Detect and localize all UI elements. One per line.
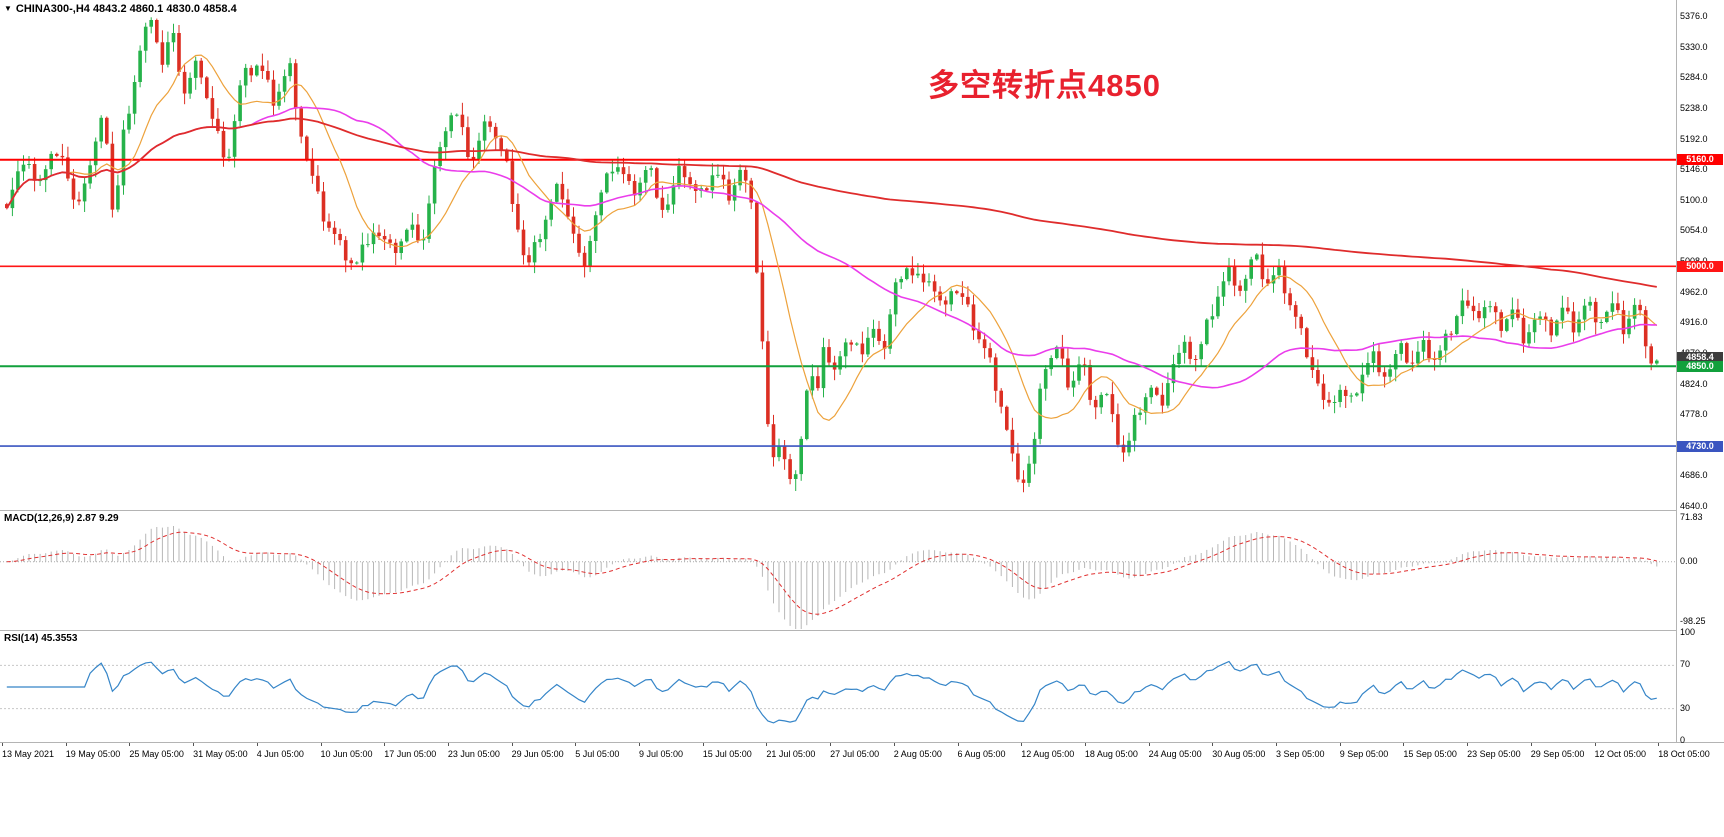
time-axis-label: 9 Jul 05:00 — [639, 749, 684, 759]
time-axis-tick-mark — [1658, 743, 1660, 746]
time-axis-label: 10 Jun 05:00 — [320, 749, 373, 759]
time-axis-label: 29 Jun 05:00 — [511, 749, 564, 759]
time-axis-tick-mark — [1339, 743, 1341, 746]
price-axis-tick: 5284.0 — [1680, 72, 1708, 83]
time-axis-tick-mark — [766, 743, 768, 746]
time-axis-tick-mark — [1594, 743, 1596, 746]
time-axis-label: 19 May 05:00 — [65, 749, 121, 759]
rsi-axis-tick: 70 — [1680, 659, 1691, 670]
price-axis-tick: 5146.0 — [1680, 164, 1708, 175]
time-axis-label: 18 Oct 05:00 — [1658, 749, 1710, 759]
time-axis-label: 12 Oct 05:00 — [1594, 749, 1647, 759]
macd-axis-tick: -98.25 — [1680, 615, 1706, 626]
time-axis-tick-mark — [830, 743, 832, 746]
time-axis-label: 15 Jul 05:00 — [702, 749, 752, 759]
current-price-tag: 4858.4 — [1677, 351, 1723, 363]
annotation-text: 多空转折点4850 — [928, 68, 1161, 103]
time-axis-label: 18 Aug 05:00 — [1084, 749, 1138, 759]
time-axis-tick-mark — [702, 743, 704, 746]
collapse-arrow-icon[interactable]: ▼ — [4, 4, 12, 13]
price-axis[interactable]: 5376.0 5330.0 5284.0 5238.0 5192.0 5146.0 5100… — [1676, 0, 1724, 745]
time-axis-label: 12 Aug 05:00 — [1021, 749, 1075, 759]
time-axis-tick-mark — [193, 743, 195, 746]
macd-chart-canvas[interactable] — [0, 511, 1676, 631]
time-axis-tick-mark — [1403, 743, 1405, 746]
time-axis-tick-mark — [65, 743, 67, 746]
rsi-axis-tick: 100 — [1680, 627, 1696, 637]
price-axis-tick: 5330.0 — [1680, 41, 1708, 52]
time-axis-tick-mark — [1148, 743, 1150, 746]
time-axis-label: 23 Jun 05:00 — [447, 749, 500, 759]
time-axis-tick-mark — [256, 743, 258, 746]
time-axis-tick-mark — [1276, 743, 1277, 746]
time-axis-tick-mark — [1530, 743, 1532, 746]
macd-pane[interactable]: MACD(12,26,9) 2.87 9.29 — [0, 510, 1676, 631]
time-axis-tick-mark — [957, 743, 959, 746]
price-axis-tick: 5238.0 — [1680, 102, 1708, 113]
time-axis-label: 30 Aug 05:00 — [1212, 749, 1266, 759]
time-axis-tick-mark — [1084, 743, 1086, 746]
time-axis-tick-mark — [639, 743, 640, 746]
time-axis-label: 15 Sep 05:00 — [1403, 749, 1457, 759]
hline-price-tag: 4730.0 — [1677, 440, 1723, 452]
price-axis-tick: 4824.0 — [1680, 378, 1708, 389]
rsi-indicator-label: RSI(14) 45.3553 — [4, 633, 78, 644]
time-axis-label: 24 Aug 05:00 — [1148, 749, 1202, 759]
price-chart-canvas[interactable] — [0, 0, 1676, 510]
time-axis-tick-mark — [384, 743, 386, 746]
rsi-axis-tick: 30 — [1680, 702, 1691, 713]
price-axis-tick: 5192.0 — [1680, 133, 1708, 144]
macd-indicator-label: MACD(12,26,9) 2.87 9.29 — [4, 513, 119, 524]
time-axis-tick-mark — [1021, 743, 1023, 746]
time-axis-tick-mark — [129, 743, 131, 746]
time-axis-label: 17 Jun 05:00 — [384, 749, 437, 759]
macd-axis-tick: 71.83 — [1680, 512, 1703, 522]
time-axis-label: 31 May 05:00 — [193, 749, 248, 759]
hline-price-tag: 5160.0 — [1677, 154, 1723, 166]
price-axis-tick: 4778.0 — [1680, 409, 1708, 420]
time-axis-label: 2 Aug 05:00 — [893, 749, 942, 759]
time-axis-tick-mark — [447, 743, 449, 746]
hline-price-tag: 5000.0 — [1677, 260, 1723, 272]
rsi-pane[interactable]: RSI(14) 45.3553 — [0, 630, 1676, 743]
time-axis-tick-mark — [320, 743, 322, 746]
price-axis-tick: 4640.0 — [1680, 501, 1708, 511]
time-axis-tick-mark — [2, 743, 3, 746]
time-axis-label: 6 Aug 05:00 — [957, 749, 1006, 759]
time-axis-label: 25 May 05:00 — [129, 749, 184, 759]
time-axis[interactable]: 13 May 2021 19 May 05:00 25 May 05:00 31 Ma… — [0, 742, 1724, 763]
price-pane[interactable]: ▼ CHINA300-,H4 4843.2 4860.1 4830.0 4858.… — [0, 0, 1676, 510]
time-axis-label: 27 Jul 05:00 — [830, 749, 880, 759]
time-axis-tick-mark — [1467, 743, 1469, 746]
price-axis-tick: 5376.0 — [1680, 11, 1708, 21]
symbol-ohlc-text: CHINA300-,H4 4843.2 4860.1 4830.0 4858.4 — [15, 3, 237, 15]
time-axis-tick-mark — [575, 743, 577, 746]
time-axis-label: 9 Sep 05:00 — [1339, 749, 1389, 759]
rsi-chart-canvas[interactable] — [0, 631, 1676, 743]
time-axis-label: 23 Sep 05:00 — [1467, 749, 1521, 759]
price-axis-tick: 5054.0 — [1680, 225, 1708, 236]
time-axis-label: 29 Sep 05:00 — [1530, 749, 1585, 759]
price-axis-tick: 4962.0 — [1680, 286, 1708, 297]
time-axis-tick-mark — [893, 743, 895, 746]
symbol-header: ▼ CHINA300-,H4 4843.2 4860.1 4830.0 4858.… — [4, 3, 237, 15]
hline-price-tag: 4850.0 — [1677, 360, 1723, 372]
time-axis-label: 13 May 2021 — [2, 749, 55, 759]
rsi-axis-tick: 0 — [1680, 735, 1686, 745]
price-axis-tick: 4686.0 — [1680, 470, 1708, 481]
price-axis-tick: 4916.0 — [1680, 317, 1708, 328]
time-axis-tick-mark — [1212, 743, 1214, 746]
time-axis-label: 5 Jul 05:00 — [575, 749, 620, 759]
time-axis-label: 3 Sep 05:00 — [1276, 749, 1325, 759]
time-axis-label: 21 Jul 05:00 — [766, 749, 816, 759]
macd-axis-tick: 0.00 — [1680, 555, 1698, 566]
chart-window: ▼ CHINA300-,H4 4843.2 4860.1 4830.0 4858.… — [0, 0, 1724, 763]
time-axis-label: 4 Jun 05:00 — [256, 749, 304, 759]
time-axis-tick-mark — [511, 743, 513, 746]
price-axis-tick: 5100.0 — [1680, 194, 1708, 205]
